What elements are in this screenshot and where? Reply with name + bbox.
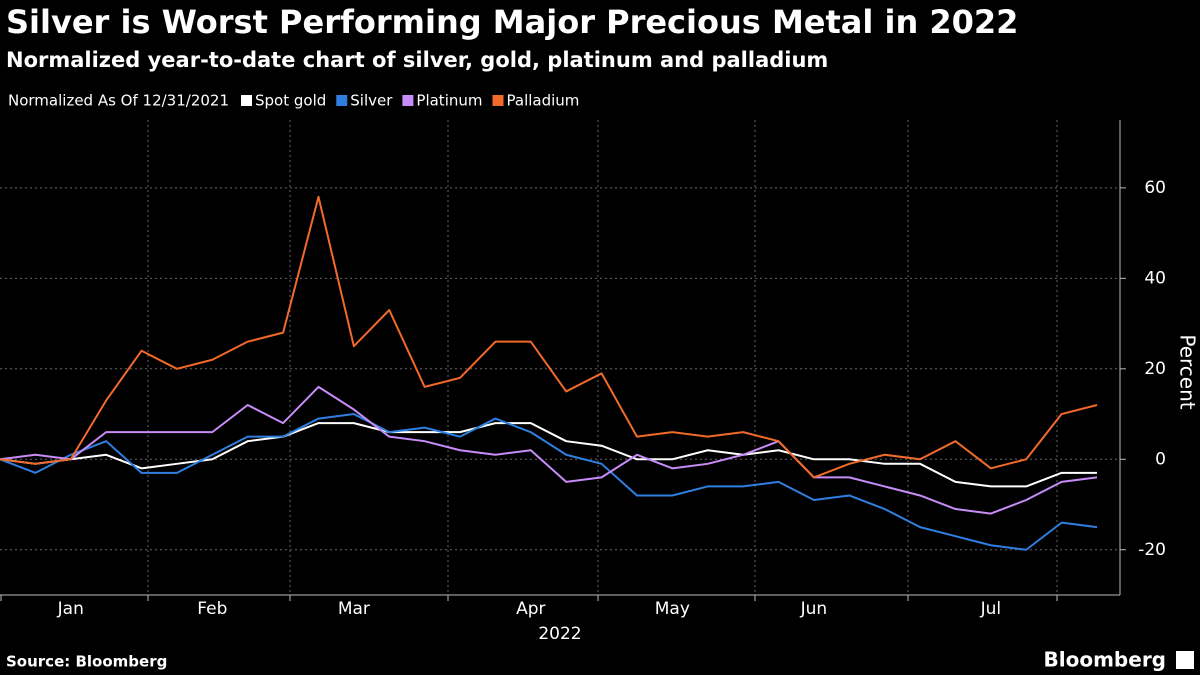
- y-axis-label: Percent: [1176, 334, 1200, 409]
- brand-icon: [1176, 651, 1194, 669]
- legend-label: Palladium: [507, 92, 580, 110]
- legend-swatch: [336, 95, 348, 106]
- series-line: [0, 413, 1098, 551]
- legend-swatch: [402, 95, 414, 106]
- chart-subtitle: Normalized year-to-date chart of silver,…: [6, 48, 828, 72]
- x-tick-label: Feb: [197, 599, 227, 619]
- y-tick-label: 0: [1155, 449, 1166, 469]
- x-tick-label: Mar: [338, 599, 370, 619]
- legend: Normalized As Of 12/31/2021 Spot gold Silv…: [8, 92, 579, 110]
- legend-note: Normalized As Of 12/31/2021: [8, 92, 229, 110]
- series-line: [0, 385, 1098, 515]
- y-tick-label: 60: [1144, 178, 1166, 198]
- legend-label: Spot gold: [255, 92, 326, 110]
- legend-label: Platinum: [416, 92, 482, 110]
- source: Source: Bloomberg: [6, 653, 167, 671]
- x-tick-label: May: [655, 599, 690, 619]
- x-tick-label: Apr: [516, 599, 545, 619]
- legend-label: Silver: [350, 92, 393, 110]
- legend-swatch: [492, 95, 504, 106]
- y-tick-label: 40: [1144, 268, 1166, 288]
- chart-title: Silver is Worst Performing Major Preciou…: [6, 3, 1018, 41]
- y-tick-label: -20: [1138, 540, 1166, 560]
- x-tick-label: Jul: [980, 599, 1002, 619]
- x-tick-label: Jan: [57, 599, 84, 619]
- brand: Bloomberg: [1044, 648, 1166, 672]
- x-ticks: [0, 595, 1058, 601]
- x-axis-label: 2022: [538, 624, 581, 644]
- legend-swatch: [241, 95, 252, 106]
- series-line: [0, 422, 1097, 488]
- x-tick-label: Jun: [800, 599, 828, 619]
- y-tick-label: 20: [1144, 359, 1166, 379]
- series-line: [0, 195, 1098, 479]
